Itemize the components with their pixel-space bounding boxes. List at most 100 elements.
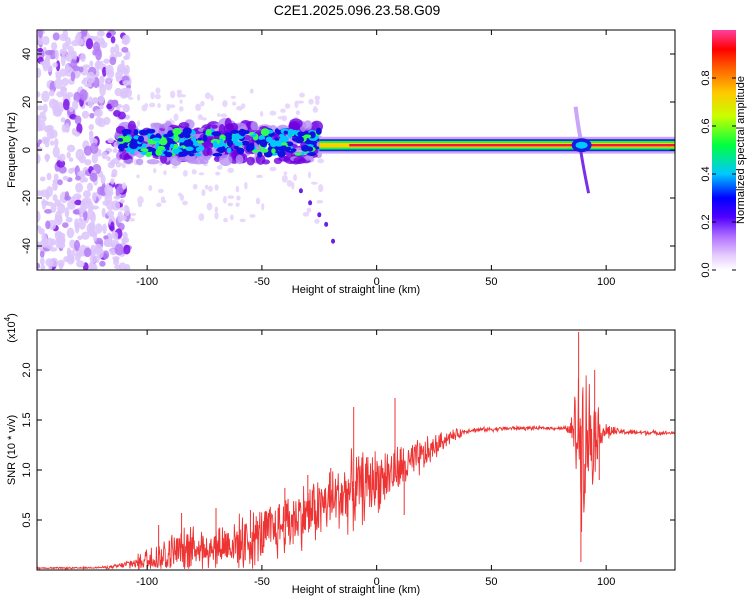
spectrogram-noise-speck: [106, 32, 112, 39]
spectrogram-noise-speck: [122, 80, 131, 86]
snr-x-tick-label: 0: [374, 576, 380, 588]
spectrogram-faint-speck: [280, 108, 286, 113]
spectrogram-band-core: [280, 142, 288, 146]
spectrogram-noise-speck: [57, 259, 65, 268]
spectrogram-faint-speck: [312, 107, 319, 113]
spectrogram-x-tick-label: 0: [374, 276, 380, 288]
spectrogram-noise-speck: [39, 257, 45, 266]
spectrogram-faint-speck: [206, 202, 213, 211]
spectrogram-band-core: [129, 150, 135, 155]
spectrogram-band-halo: [303, 155, 314, 161]
spectrogram-noise-speck: [99, 104, 104, 110]
spectrogram-faint-speck: [306, 207, 312, 213]
spectrogram-band-core: [169, 143, 175, 149]
snr-frame: [36, 329, 676, 571]
spectrogram-faint-speck: [122, 182, 127, 190]
spectrogram-noise-speck: [73, 131, 81, 137]
spectrogram-noise-speck: [104, 80, 113, 91]
spectrogram-noise-speck: [89, 112, 95, 119]
spectrogram-noise-speck: [51, 42, 58, 51]
spectrogram-noise-speck: [44, 49, 54, 56]
spectrogram-noise-speck: [37, 225, 42, 231]
spectrogram-band-core: [226, 147, 232, 154]
spectrogram-noise-speck: [45, 258, 54, 267]
spectrogram-noise-speck: [68, 168, 74, 174]
spectrogram-noise-speck: [84, 159, 92, 166]
spectrogram-noise-speck: [45, 220, 51, 230]
spectrogram-noise-speck: [110, 36, 116, 44]
spectrogram-band-core: [183, 139, 194, 148]
spectrogram-noise-speck: [68, 157, 74, 162]
spectrogram-noise-speck: [93, 243, 103, 253]
spectrogram-noise-speck: [110, 46, 115, 55]
spectrogram-noise-speck: [91, 153, 98, 164]
spectrogram-noise-speck: [100, 174, 106, 184]
spectrogram-noise-speck: [110, 221, 115, 232]
spectrogram-faint-speck: [255, 197, 261, 205]
spectrogram-band-core: [133, 129, 139, 136]
spectrogram-faint-speck: [191, 169, 197, 175]
spectrogram-band-core: [137, 135, 144, 143]
spectrogram-faint-speck: [308, 98, 314, 105]
spectrogram-band-core: [248, 131, 254, 136]
spectrogram-faint-speck: [222, 100, 228, 108]
spectrogram-noise-speck: [96, 30, 105, 37]
anomaly-core: [575, 141, 588, 149]
spectrogram-noise-speck: [113, 257, 119, 263]
spectrogram-noise-speck: [62, 30, 69, 40]
spectrogram-band-core: [212, 140, 218, 149]
spectrogram-faint-speck: [150, 91, 155, 100]
spectrogram-noise-speck: [69, 255, 75, 263]
svg-text:(x104): (x104): [3, 313, 18, 343]
spectrogram-tail-speck: [317, 212, 322, 218]
spectrogram-noise-speck: [37, 210, 41, 223]
spectrogram-band-core: [269, 139, 277, 148]
spectrogram-noise-speck: [62, 98, 70, 111]
spectrogram-band-core: [140, 148, 149, 152]
spectrogram-noise-speck: [97, 117, 107, 128]
spectrogram-band-core: [307, 152, 317, 157]
spectrogram-faint-speck: [204, 184, 209, 190]
spectrogram-noise-speck: [86, 182, 94, 192]
spectrogram-noise-speck: [42, 103, 48, 113]
spectrogram-band-core: [133, 135, 140, 140]
spectrogram-tail-speck: [331, 238, 336, 244]
spectrogram-noise-speck: [58, 241, 66, 249]
spectrogram-band-core: [121, 128, 132, 135]
spectrogram-noise-speck: [42, 35, 50, 46]
spectrogram-tail-speck: [324, 221, 329, 227]
spectrogram-band-halo: [235, 154, 244, 165]
spectrogram-noise-speck: [37, 67, 42, 78]
spectrogram-band-core: [230, 129, 241, 135]
spectrogram-noise-speck: [46, 172, 52, 181]
spectrogram-noise-speck: [78, 66, 84, 73]
spectrogram-band-halo: [243, 134, 251, 141]
spectrogram-band-halo: [135, 158, 144, 166]
spectrogram-noise-speck: [52, 181, 58, 192]
spectrogram-noise-speck: [123, 55, 129, 61]
spectrogram-faint-speck: [307, 171, 312, 179]
spectrogram-noise-speck: [40, 264, 46, 270]
spectrogram-band-core: [172, 143, 179, 150]
spectrogram-noise-speck: [66, 227, 75, 239]
spectrogram-band-core: [315, 127, 322, 135]
spectrogram-band-halo: [160, 123, 168, 129]
spectrogram-faint-speck: [178, 192, 182, 197]
spectrogram-noise-speck: [65, 36, 72, 47]
spectrogram-faint-speck: [314, 218, 320, 224]
spectrogram-band-core: [238, 128, 246, 137]
spectrogram-noise-speck: [69, 106, 74, 113]
spectrogram-noise-speck: [82, 190, 91, 199]
spectrogram-faint-speck: [154, 93, 161, 100]
spectrogram-noise-speck: [122, 104, 130, 113]
spectrogram-faint-speck: [220, 113, 228, 118]
spectrogram-band-core: [234, 133, 239, 141]
spectrogram-noise-speck: [41, 59, 51, 69]
spectrogram-noise-speck: [60, 54, 66, 67]
spectrogram-band-core: [152, 137, 161, 142]
spectrogram-band-core: [122, 136, 132, 143]
spectrogram-faint-speck: [230, 214, 234, 221]
spectrogram-faint-speck: [163, 170, 167, 176]
spectrogram-faint-speck: [239, 218, 246, 223]
spectrogram-noise-speck: [50, 203, 57, 213]
